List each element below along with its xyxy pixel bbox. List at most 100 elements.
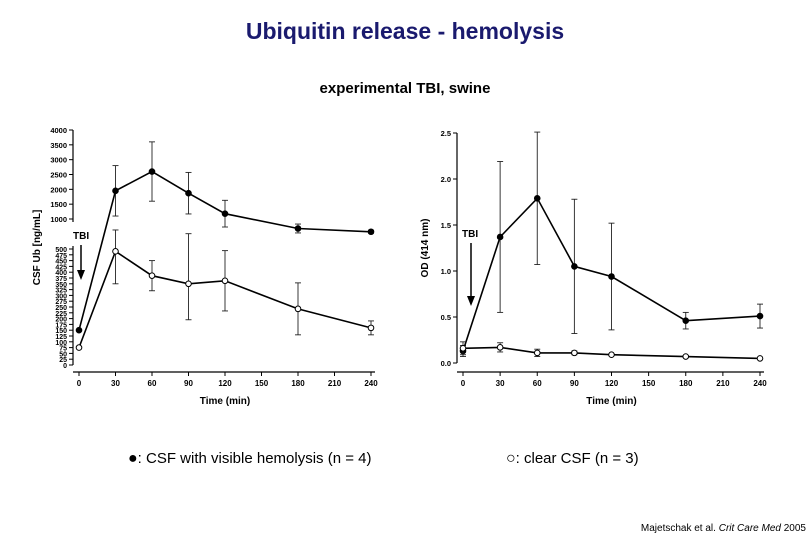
citation-authors: Majetschak et al. xyxy=(640,523,716,534)
legend-open: ○: clear CSF (n = 3) xyxy=(506,450,639,468)
annotation-tbi: TBI xyxy=(462,229,478,240)
x-tick-label: 0 xyxy=(461,379,466,388)
x-axis-title: Time (min) xyxy=(200,396,250,407)
y-tick-label: 2.0 xyxy=(441,175,451,184)
y-tick-label: 3500 xyxy=(50,141,67,150)
right-point-hemolysis xyxy=(682,317,690,324)
right-point-clear xyxy=(533,349,541,357)
x-tick-label: 210 xyxy=(328,379,342,388)
x-tick-label: 60 xyxy=(533,379,542,388)
y-tick-label: 275 xyxy=(55,299,67,306)
y-tick-label: 150 xyxy=(55,328,67,335)
slide-subtitle: experimental TBI, swine xyxy=(319,80,491,97)
y-tick-label: 500 xyxy=(55,247,67,254)
y-tick-label: 1.0 xyxy=(441,267,451,276)
left-point-clear xyxy=(221,277,229,285)
y-tick-label: 350 xyxy=(55,282,67,289)
left-point-clear xyxy=(367,324,375,332)
right-point-hemolysis xyxy=(533,195,541,202)
left-point-hemolysis xyxy=(148,168,156,175)
left-point-hemolysis xyxy=(75,326,83,334)
x-tick-label: 90 xyxy=(570,379,579,388)
right-point-hemolysis xyxy=(756,312,764,320)
left-point-clear xyxy=(185,280,192,288)
y-tick-label: 25 xyxy=(59,357,67,364)
x-tick-label: 240 xyxy=(753,379,767,388)
y-tick-label: 1500 xyxy=(50,200,67,209)
left-point-clear xyxy=(148,272,156,279)
y-tick-label: 425 xyxy=(55,264,67,271)
x-tick-label: 210 xyxy=(716,379,730,388)
y-tick-label: 2000 xyxy=(50,185,67,194)
annotation-tbi: TBI xyxy=(73,231,89,242)
x-tick-label: 120 xyxy=(605,379,619,388)
y-tick-label: 375 xyxy=(55,276,67,283)
x-tick-label: 240 xyxy=(364,379,378,388)
filled-circle-icon: ● xyxy=(128,450,138,467)
y-tick-label: 50 xyxy=(59,351,67,358)
y-tick-label: 450 xyxy=(55,259,67,266)
x-tick-label: 0 xyxy=(77,379,82,388)
y-tick-label: 3000 xyxy=(50,156,67,165)
y-tick-label: 200 xyxy=(55,317,67,324)
left-point-hemolysis xyxy=(367,228,375,236)
y-tick-label: 225 xyxy=(55,311,67,318)
left-point-hemolysis xyxy=(185,189,192,197)
y-tick-label: 2.5 xyxy=(441,129,451,138)
open-circle-icon: ○ xyxy=(506,450,516,467)
left-point-clear xyxy=(112,248,119,255)
y-tick-label: 100 xyxy=(55,340,67,347)
right-point-clear xyxy=(608,351,615,359)
left-point-clear xyxy=(294,305,302,313)
y-tick-label: 125 xyxy=(55,334,67,341)
right-point-clear xyxy=(459,344,467,352)
left-point-hemolysis xyxy=(221,210,229,217)
right-point-clear xyxy=(682,353,690,360)
y-tick-label: 75 xyxy=(59,346,67,353)
y-tick-label: 250 xyxy=(55,305,67,312)
right-point-hemolysis xyxy=(608,273,615,280)
citation: Majetschak et al. Crit Care Med 2005 xyxy=(641,523,806,534)
left-point-clear xyxy=(75,344,83,351)
y-tick-label: 0 xyxy=(63,363,67,370)
tbi-arrow-head xyxy=(467,296,475,306)
legend-filled: ●: CSF with visible hemolysis (n = 4) xyxy=(128,450,372,468)
y-tick-label: 325 xyxy=(55,288,67,295)
y-tick-label: 175 xyxy=(55,322,67,329)
x-tick-label: 120 xyxy=(218,379,232,388)
y-tick-label: 4000 xyxy=(50,126,67,135)
x-tick-label: 150 xyxy=(255,379,269,388)
y-tick-label: 1000 xyxy=(50,215,67,224)
y-tick-label: 0.0 xyxy=(441,359,451,368)
right-point-hemolysis xyxy=(496,233,504,241)
x-tick-label: 180 xyxy=(291,379,305,388)
right-point-clear xyxy=(496,344,504,351)
x-tick-label: 180 xyxy=(679,379,693,388)
x-tick-label: 30 xyxy=(111,379,120,388)
y-tick-label: 0.5 xyxy=(441,313,451,322)
citation-journal: Crit Care Med xyxy=(718,523,781,534)
left-point-hemolysis xyxy=(112,187,119,195)
y-tick-label: 300 xyxy=(55,293,67,300)
y-tick-label: 400 xyxy=(55,270,67,277)
slide-title: Ubiquitin release - hemolysis xyxy=(245,18,565,44)
y-axis-title: CSF Ub [ng/mL] xyxy=(32,210,43,286)
legend-open-label: : clear CSF (n = 3) xyxy=(515,450,639,467)
right-point-clear xyxy=(756,355,764,362)
y-tick-label: 2500 xyxy=(50,171,67,180)
right-point-clear xyxy=(571,349,578,357)
tbi-arrow-head xyxy=(77,270,85,280)
y-tick-label: 1.5 xyxy=(441,221,451,230)
y-tick-label: 475 xyxy=(55,253,67,260)
x-tick-label: 30 xyxy=(496,379,505,388)
right-point-hemolysis xyxy=(571,263,578,270)
x-tick-label: 60 xyxy=(148,379,157,388)
x-tick-label: 90 xyxy=(184,379,193,388)
x-axis-title: Time (min) xyxy=(586,396,636,407)
x-tick-label: 150 xyxy=(642,379,656,388)
legend-filled-label: : CSF with visible hemolysis (n = 4) xyxy=(137,450,372,467)
y-axis-title: OD (414 nm) xyxy=(420,219,431,278)
citation-year: 2005 xyxy=(783,523,806,534)
left-point-hemolysis xyxy=(294,225,302,232)
